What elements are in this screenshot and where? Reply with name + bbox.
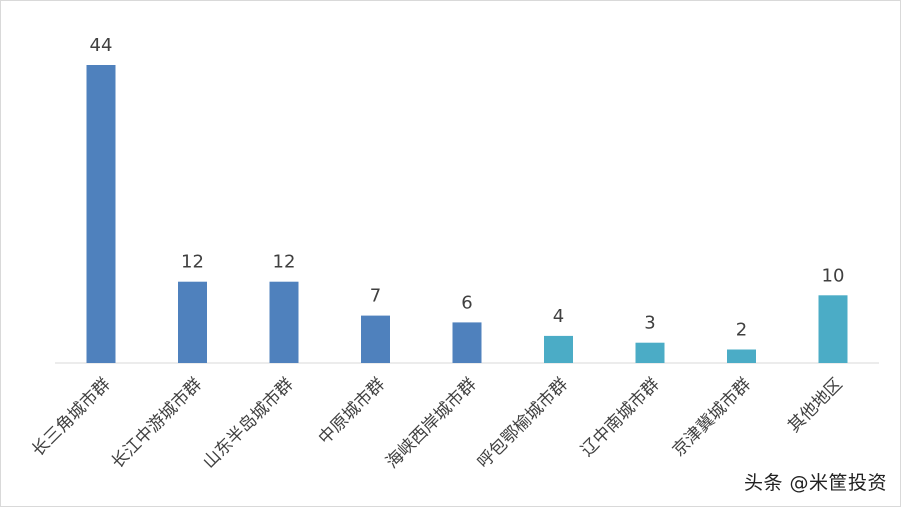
value-label-7: 3 [644,313,655,334]
value-label-5: 6 [461,292,472,313]
category-label-1: 长三角城市群 [28,374,114,460]
value-label-2: 12 [181,252,204,273]
category-label-7: 辽中南城市群 [577,374,663,460]
bar-1 [86,65,116,363]
value-label-4: 7 [370,286,381,307]
bar-8 [727,349,756,363]
category-label-5: 海峡西岸城市群 [382,374,480,472]
value-label-1: 44 [90,35,113,56]
bar-5 [452,322,482,363]
value-labels-layer: 44 12 12 7 6 4 3 2 10 [90,35,845,341]
bar-4 [361,315,390,363]
category-label-3: 山东半岛城市群 [199,374,297,472]
bar-7 [635,342,665,363]
bar-3 [269,281,299,363]
watermark-text: 头条 @米筐投资 [743,472,887,494]
value-label-9: 10 [822,265,845,286]
bar-2 [178,281,207,363]
value-label-8: 2 [736,320,747,341]
category-label-4: 中原城市群 [315,374,389,448]
category-label-6: 呼包鄂榆城市群 [474,374,572,472]
bars-layer [86,65,848,363]
category-label-9: 其他地区 [784,374,846,436]
value-label-6: 4 [553,306,564,327]
category-label-2: 长江中游城市群 [108,374,206,472]
category-label-8: 京津冀城市群 [669,374,755,460]
bar-9 [818,295,848,363]
value-label-3: 12 [273,252,296,273]
category-labels-layer: 长三角城市群长江中游城市群山东半岛城市群 中原城市群海峡西岸城市群呼包鄂榆城市群辽… [28,374,846,472]
bar-6 [544,335,573,363]
